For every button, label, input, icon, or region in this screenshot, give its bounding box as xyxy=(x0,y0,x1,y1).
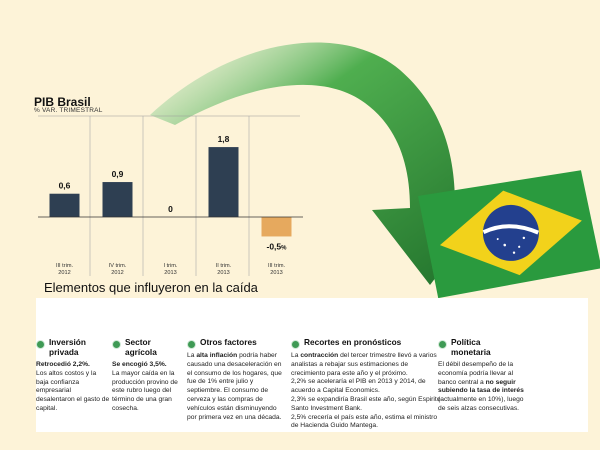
factor-body: Los altos costos y la baja confianza emp… xyxy=(36,369,110,412)
bullet-icon xyxy=(438,340,447,349)
bullet-icon xyxy=(187,340,196,349)
factor-name: privada xyxy=(49,346,79,357)
bar xyxy=(49,193,80,218)
tick-label: 2013 xyxy=(164,270,176,276)
tick-label: 2013 xyxy=(217,270,229,276)
factor-lead: alta inflación xyxy=(196,352,238,359)
factor-name: Recortes en pronósticos xyxy=(304,337,402,347)
factor-heading: Política monetaria xyxy=(438,337,491,357)
factor-body: La mayor caída en la producción provino … xyxy=(112,369,178,412)
forecast-item: 2,2% se aceleraría el PIB en 2013 y 2014… xyxy=(291,378,426,395)
bar xyxy=(102,182,133,218)
factor-lead: Retrocedió 2,2%. xyxy=(36,361,90,368)
chart-separators xyxy=(89,116,250,276)
tick-label: 2012 xyxy=(111,270,123,276)
forecast-item: 2,5% crecería el país este año, estima e… xyxy=(291,413,438,430)
factor-lead: Se encogió 3,5%. xyxy=(112,361,167,368)
bullet-icon xyxy=(291,340,300,349)
bar xyxy=(261,217,292,237)
factor-text: La contracción del tercer trimestre llev… xyxy=(291,352,441,430)
bullet-icon xyxy=(112,340,121,349)
chart-title: PIB Brasil xyxy=(34,95,91,109)
factor-lead: contracción xyxy=(300,352,339,359)
factor-name: monetaria xyxy=(451,346,491,357)
factor-name: Inversión xyxy=(49,337,86,347)
factor-body: del tercer trimestre llevó a varios anal… xyxy=(291,352,437,377)
factor-name: Política xyxy=(451,337,481,347)
factor-heading: Sector agrícola xyxy=(112,337,157,357)
factor-text: Se encogió 3,5%. La mayor caída en la pr… xyxy=(112,361,184,414)
data-label: -0,5% xyxy=(267,241,288,251)
tick-label: 2013 xyxy=(270,270,282,276)
factor-name: Otros factores xyxy=(200,337,257,347)
tick-label: II trim. xyxy=(216,263,232,269)
tick-label: III trim. xyxy=(268,263,286,269)
tick-label: III trim. xyxy=(56,263,74,269)
factor-heading: Otros factores xyxy=(187,337,257,349)
data-label: 0,6 xyxy=(59,181,71,191)
factor-name: Sector xyxy=(125,337,151,347)
factor-text: Retrocedió 2,2%. Los altos costos y la b… xyxy=(36,361,110,414)
section-title: Elementos que influyeron en la caída xyxy=(44,280,258,295)
bullet-icon xyxy=(36,340,45,349)
trend-arrow xyxy=(150,42,495,285)
chart-subtitle: % VAR. TRIMESTRAL xyxy=(34,107,103,114)
factors-panel: Inversión privada Retrocedió 2,2%. Los a… xyxy=(36,298,588,432)
factor-text: El débil desempeño de la economía podría… xyxy=(438,361,524,412)
factor-lead: no seguir subiendo la tasa de interés xyxy=(438,378,524,395)
factor-body: podría haber causado una desaceleración … xyxy=(187,352,282,421)
tick-label: 2012 xyxy=(58,270,70,276)
factor-heading: Inversión privada xyxy=(36,337,86,357)
factor-name: agrícola xyxy=(125,346,157,357)
tick-label: IV trim. xyxy=(109,263,127,269)
tick-label: I trim. xyxy=(164,263,178,269)
factor-heading: Recortes en pronósticos xyxy=(291,337,402,349)
factor-text: La alta inflación podría haber causado u… xyxy=(187,352,282,421)
brazil-flag xyxy=(418,170,600,299)
data-label: 0,9 xyxy=(112,169,124,179)
bar xyxy=(208,147,239,218)
forecast-item: 2,3% se expandiría Brasil este año, segú… xyxy=(291,395,441,412)
data-label: 0 xyxy=(168,204,173,214)
data-label: 1,8 xyxy=(218,134,230,144)
factor-body: (actualmente en 10%), luego de seis alza… xyxy=(438,396,524,412)
